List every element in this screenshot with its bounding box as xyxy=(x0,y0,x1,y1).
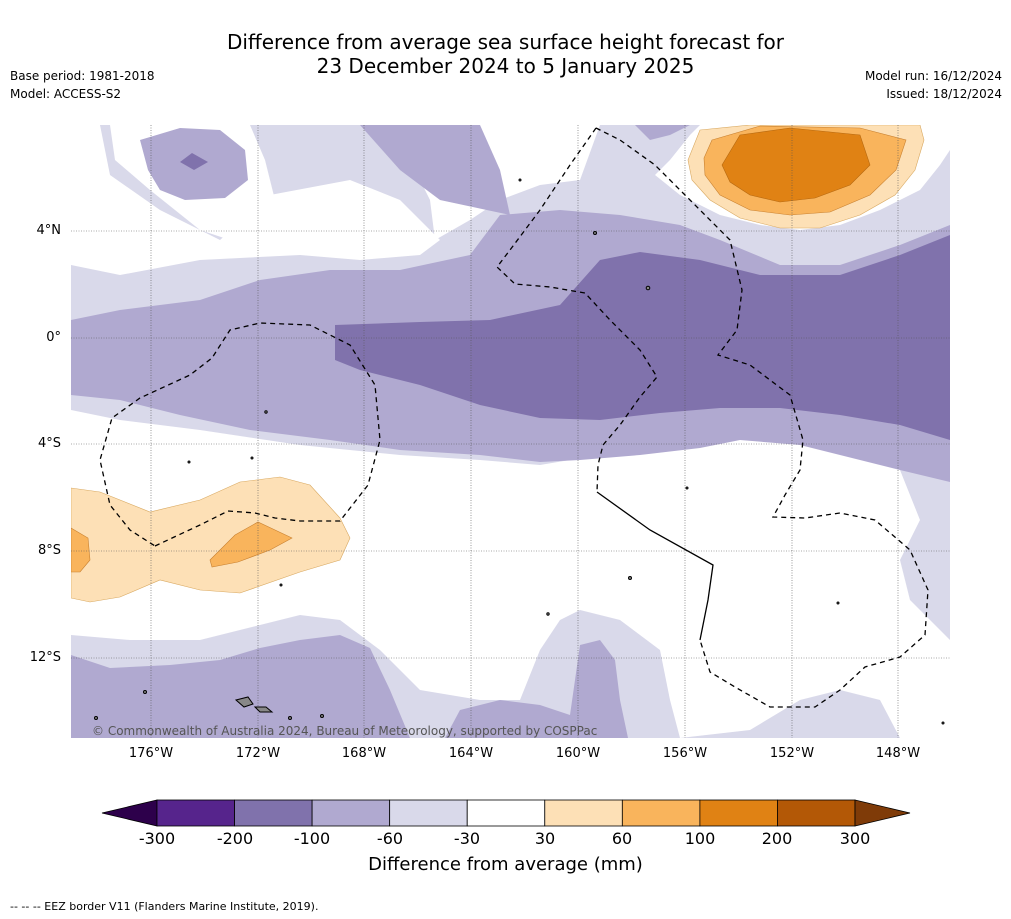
meta-left: Base period: 1981-2018 Model: ACCESS-S2 xyxy=(10,67,155,103)
contour-60-100-left-edge xyxy=(71,527,91,573)
colorbar-bin-5 xyxy=(544,799,623,827)
colorbar-bin-6 xyxy=(621,799,701,827)
colorbar-bin-4 xyxy=(466,799,546,827)
contour-minus-60-bottom-left xyxy=(71,635,410,738)
lat-label-4s: 4°S xyxy=(37,436,61,451)
lat-label-0: 0° xyxy=(46,330,61,345)
contour-100-200-topright xyxy=(721,127,871,203)
map-title: Difference from average sea surface heig… xyxy=(0,30,1011,78)
islands xyxy=(94,178,945,725)
colorbar-bin-1 xyxy=(234,799,313,827)
lat-label-4n: 4°N xyxy=(36,223,62,238)
lon-label-172w: 172°W xyxy=(235,746,281,761)
colorbar-extend-high xyxy=(854,799,911,827)
title-line-2: 23 December 2024 to 5 January 2025 xyxy=(316,54,695,78)
colorbar-bin-2 xyxy=(311,799,391,827)
colorbar-tick-minus-30: -30 xyxy=(453,829,481,848)
colorbar-extend-low xyxy=(101,799,158,827)
colorbar-bin-8 xyxy=(777,799,856,827)
lon-label-160w: 160°W xyxy=(555,746,601,761)
lon-label-176w: 176°W xyxy=(128,746,174,761)
lat-label-8s: 8°S xyxy=(37,543,61,558)
lon-label-148w: 148°W xyxy=(875,746,921,761)
contour-minus-60-top xyxy=(360,125,510,215)
eez-footnote: -- -- -- EEZ border V11 (Flanders Marine… xyxy=(10,900,319,913)
lon-label-164w: 164°W xyxy=(448,746,494,761)
issued-date: Issued: 18/12/2024 xyxy=(886,87,1002,101)
colorbar-tick-200: 200 xyxy=(761,829,793,848)
title-line-1: Difference from average sea surface heig… xyxy=(226,30,785,54)
colorbar-bin-3 xyxy=(389,799,468,827)
colorbar-tick-30: 30 xyxy=(534,829,556,848)
model-run: Model run: 16/12/2024 xyxy=(864,69,1002,83)
contour-minus-60-bottom-center xyxy=(445,640,628,738)
colorbar-tick-100: 100 xyxy=(684,829,716,848)
colorbar-title: Difference from average (mm) xyxy=(368,854,643,875)
lat-label-12s: 12°S xyxy=(29,650,61,665)
contour-30-60-left xyxy=(71,476,351,603)
map-plot-area xyxy=(71,125,950,738)
eez-borders xyxy=(99,127,929,708)
colorbar-tick-minus-60: -60 xyxy=(376,829,404,848)
colorbar-tick-minus-200: -200 xyxy=(216,829,254,848)
contour-minus-100-core xyxy=(335,235,950,440)
colorbar-tick-60: 60 xyxy=(611,829,633,848)
base-period: Base period: 1981-2018 xyxy=(10,69,155,83)
contour-60-100-left xyxy=(209,521,293,568)
lon-label-156w: 156°W xyxy=(662,746,708,761)
colorbar-tick-minus-100: -100 xyxy=(293,829,331,848)
colorbar-tick-minus-300: -300 xyxy=(138,829,176,848)
colorbar-bins xyxy=(156,799,856,827)
colorbar-tick-300: 300 xyxy=(839,829,871,848)
colorbar-bin-7 xyxy=(699,799,778,827)
copyright-notice: © Commonwealth of Australia 2024, Bureau… xyxy=(92,724,598,738)
model-name: Model: ACCESS-S2 xyxy=(10,87,122,101)
contour-minus-100-small xyxy=(180,153,208,170)
graticule xyxy=(71,125,950,738)
colorbar-bin-0 xyxy=(156,799,235,827)
colorbar xyxy=(101,799,911,827)
meta-right: Model run: 16/12/2024 Issued: 18/12/2024 xyxy=(865,67,1002,103)
lon-label-168w: 168°W xyxy=(341,746,387,761)
contour-minus-60-topcenter xyxy=(635,125,690,140)
lon-label-152w: 152°W xyxy=(769,746,815,761)
